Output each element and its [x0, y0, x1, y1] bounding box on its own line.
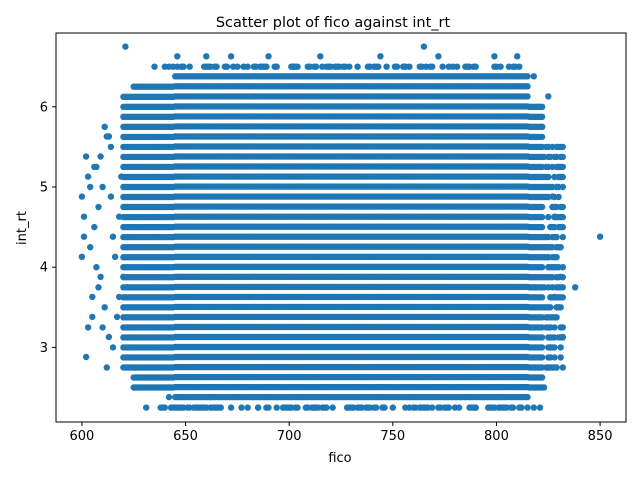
data-point	[346, 63, 353, 70]
data-point	[273, 63, 280, 70]
data-point	[383, 63, 390, 70]
data-point	[244, 404, 251, 411]
data-point	[186, 63, 193, 70]
chart-title: Scatter plot of fico against int_rt	[216, 15, 451, 31]
data-point	[151, 63, 158, 70]
data-point	[143, 404, 150, 411]
data-point	[329, 404, 336, 411]
data-point	[161, 404, 168, 411]
data-point	[213, 63, 220, 70]
data-point	[217, 404, 224, 411]
data-point	[244, 63, 251, 70]
data-point	[312, 63, 320, 70]
data-point	[273, 404, 280, 411]
data-point	[234, 63, 241, 70]
data-point	[294, 404, 301, 411]
data-point	[393, 63, 401, 70]
data-point	[373, 404, 380, 411]
data-point	[180, 63, 187, 70]
data-point	[265, 404, 272, 411]
data-point	[375, 63, 382, 70]
data-point	[227, 404, 235, 411]
data-point	[238, 404, 245, 411]
data-point	[354, 63, 361, 70]
data-point	[223, 63, 231, 70]
data-point	[389, 404, 396, 411]
data-point	[323, 404, 330, 411]
data-point	[263, 63, 270, 70]
points-layer	[78, 43, 604, 411]
